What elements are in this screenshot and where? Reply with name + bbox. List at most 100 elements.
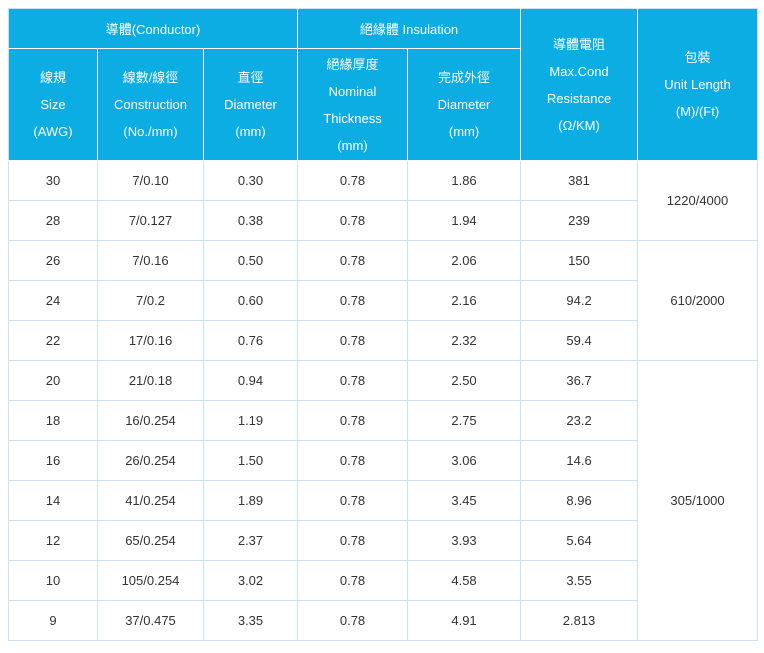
header-insulation-thickness: 絕緣厚度 Nominal Thickness (mm) xyxy=(297,48,409,161)
cell-outer-diameter: 2.06 xyxy=(407,240,522,281)
cell-outer-diameter: 2.50 xyxy=(407,360,522,401)
cell-outer-diameter: 4.58 xyxy=(407,560,522,601)
header-resistance-line: Max.Cond xyxy=(549,63,609,79)
header-construction-line: Construction xyxy=(114,97,187,112)
cell-thickness: 0.78 xyxy=(297,320,409,361)
cell-size: 20 xyxy=(8,360,98,401)
cell-thickness: 0.78 xyxy=(297,480,409,521)
cell-outer-diameter: 2.32 xyxy=(407,320,522,361)
header-sub-row: 線規 Size (AWG) 線數/線徑 Construction (No./mm… xyxy=(8,48,758,161)
cell-size: 10 xyxy=(8,560,98,601)
cell-construction: 7/0.2 xyxy=(97,280,204,321)
cell-size: 30 xyxy=(8,160,98,201)
cell-resistance: 150 xyxy=(520,240,639,281)
header-size-line: (AWG) xyxy=(33,124,73,139)
cell-thickness: 0.78 xyxy=(297,520,409,561)
cell-thickness: 0.78 xyxy=(297,200,409,241)
cell-resistance: 23.2 xyxy=(520,400,639,441)
header-insulation-thickness-line: Nominal xyxy=(328,83,377,99)
cell-diameter: 1.19 xyxy=(202,400,299,441)
header-conductor-group-label: 導體(Conductor) xyxy=(105,22,201,37)
header-outer-diameter-line: 完成外徑 xyxy=(438,70,491,85)
cell-construction: 17/0.16 xyxy=(97,320,204,361)
cell-thickness: 0.78 xyxy=(297,400,409,441)
header-conductor-diameter-line: (mm) xyxy=(235,124,266,139)
cell-outer-diameter: 1.94 xyxy=(407,200,522,241)
cell-thickness: 0.78 xyxy=(297,560,409,601)
cell-thickness: 0.78 xyxy=(297,160,409,201)
cell-diameter: 3.35 xyxy=(202,600,299,641)
header-resistance-line: (Ω/KM) xyxy=(558,117,600,133)
cell-size: 22 xyxy=(8,320,98,361)
cell-resistance: 2.813 xyxy=(520,600,639,641)
cell-unit-length: 305/1000 xyxy=(637,360,759,641)
cell-resistance: 3.55 xyxy=(520,560,639,601)
table-row: 16 26/0.254 1.50 0.78 3.06 14.6 xyxy=(8,440,758,481)
header-outer-diameter: 完成外徑 Diameter (mm) xyxy=(407,48,522,161)
cell-construction: 7/0.16 xyxy=(97,240,204,281)
header-conductor-diameter: 直徑 Diameter (mm) xyxy=(202,48,299,161)
cell-construction: 21/0.18 xyxy=(97,360,204,401)
cell-construction: 41/0.254 xyxy=(97,480,204,521)
header-conductor-diameter-line: 直徑 xyxy=(237,70,264,85)
header-unit-length-line: Unit Length xyxy=(664,77,731,92)
cell-size: 18 xyxy=(8,400,98,441)
cell-diameter: 0.60 xyxy=(202,280,299,321)
cell-diameter: 0.50 xyxy=(202,240,299,281)
table-body: 30 7/0.10 0.30 0.78 1.86 381 1220/4000 28 7/0.12… xyxy=(8,160,759,641)
cell-unit-length: 610/2000 xyxy=(637,240,759,361)
cell-thickness: 0.78 xyxy=(297,440,409,481)
header-insulation-group: 絕緣體 Insulation xyxy=(297,8,522,49)
header-insulation-group-label: 絕緣體 Insulation xyxy=(359,22,459,37)
cell-construction: 7/0.127 xyxy=(97,200,204,241)
cell-diameter: 1.89 xyxy=(202,480,299,521)
cell-outer-diameter: 2.75 xyxy=(407,400,522,441)
cell-diameter: 3.02 xyxy=(202,560,299,601)
cell-unit-length: 1220/4000 xyxy=(637,160,759,241)
cell-diameter: 0.38 xyxy=(202,200,299,241)
cell-thickness: 0.78 xyxy=(297,280,409,321)
table-row: 9 37/0.475 3.35 0.78 4.91 2.813 xyxy=(8,600,758,641)
table-header: 導體(Conductor) 絕緣體 Insulation 導體電阻 Max.Co… xyxy=(7,8,759,161)
table-row: 20 21/0.18 0.94 0.78 2.50 36.7 305/1000 xyxy=(8,360,759,641)
cell-thickness: 0.78 xyxy=(297,600,409,641)
header-unit-length-line: (M)/(Ft) xyxy=(675,104,720,119)
cell-resistance: 5.64 xyxy=(520,520,639,561)
cell-outer-diameter: 3.45 xyxy=(407,480,522,521)
cell-size: 14 xyxy=(8,480,98,521)
table-row: 24 7/0.2 0.60 0.78 2.16 94.2 xyxy=(8,280,758,321)
cell-resistance: 36.7 xyxy=(520,360,639,401)
cell-construction: 7/0.10 xyxy=(97,160,204,201)
cell-size: 12 xyxy=(8,520,98,561)
cell-size: 16 xyxy=(8,440,98,481)
cell-diameter: 1.50 xyxy=(202,440,299,481)
cell-resistance: 94.2 xyxy=(520,280,639,321)
cell-thickness: 0.78 xyxy=(297,240,409,281)
cell-outer-diameter: 3.93 xyxy=(407,520,522,561)
header-conductor-diameter-line: Diameter xyxy=(224,97,277,112)
cell-construction: 65/0.254 xyxy=(97,520,204,561)
table-row: 30 7/0.10 0.30 0.78 1.86 381 1220/4000 xyxy=(8,160,759,241)
table-row: 14 41/0.254 1.89 0.78 3.45 8.96 xyxy=(8,480,758,521)
header-size: 線規 Size (AWG) xyxy=(8,48,98,161)
cell-outer-diameter: 2.16 xyxy=(407,280,522,321)
header-resistance-line: 導體電阻 xyxy=(553,36,606,52)
cell-resistance: 239 xyxy=(520,200,639,241)
cell-construction: 105/0.254 xyxy=(97,560,204,601)
table-row: 12 65/0.254 2.37 0.78 3.93 5.64 xyxy=(8,520,758,561)
header-construction: 線數/線徑 Construction (No./mm) xyxy=(97,48,204,161)
header-resistance-line: Resistance xyxy=(546,90,612,106)
header-size-line: Size xyxy=(40,97,66,112)
cell-diameter: 0.94 xyxy=(202,360,299,401)
cell-resistance: 59.4 xyxy=(520,320,639,361)
cell-diameter: 2.37 xyxy=(202,520,299,561)
header-outer-diameter-line: Diameter xyxy=(437,97,491,112)
cell-construction: 37/0.475 xyxy=(97,600,204,641)
cell-thickness: 0.78 xyxy=(297,360,409,401)
cell-diameter: 0.30 xyxy=(202,160,299,201)
cell-outer-diameter: 3.06 xyxy=(407,440,522,481)
header-construction-line: 線數/線徑 xyxy=(122,70,179,85)
header-unit-length: 包裝 Unit Length (M)/(Ft) xyxy=(637,8,759,161)
cell-construction: 16/0.254 xyxy=(97,400,204,441)
header-insulation-thickness-line: Thickness xyxy=(323,110,382,126)
